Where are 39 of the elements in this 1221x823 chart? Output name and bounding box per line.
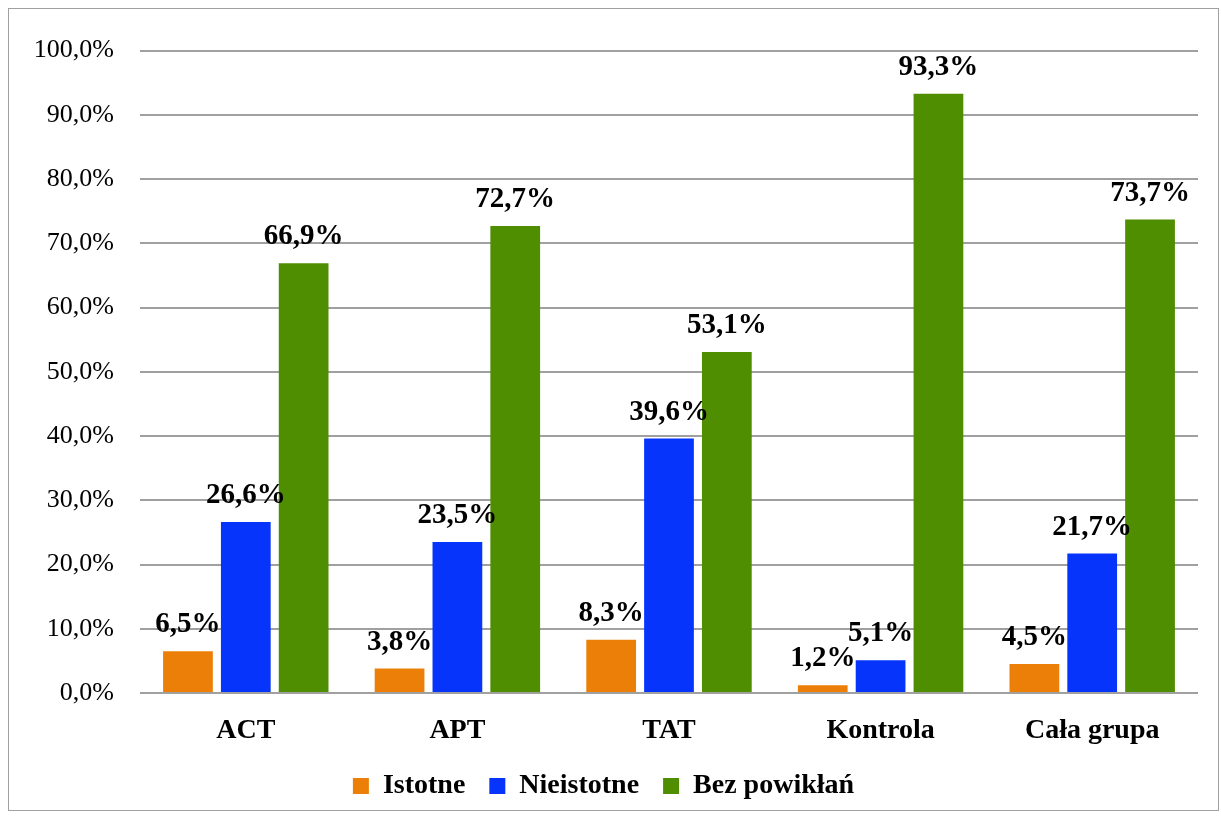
- x-tick-label: APT: [429, 713, 486, 745]
- y-tick-label: 30,0%: [46, 484, 114, 514]
- x-tick-label: TAT: [642, 713, 697, 745]
- data-label: 6,5%: [155, 606, 221, 639]
- y-tick-label: 100,0%: [33, 34, 114, 64]
- y-tick-label: 70,0%: [46, 227, 114, 257]
- x-tick-label: Kontrola: [826, 713, 935, 745]
- x-tick-label: ACT: [216, 713, 276, 745]
- data-label: 53,1%: [686, 306, 767, 339]
- bar: [913, 93, 964, 692]
- bar: [855, 660, 906, 692]
- y-tick-label: 90,0%: [46, 98, 114, 128]
- legend-label: Bez powikłań: [693, 768, 855, 800]
- data-label: 3,8%: [366, 623, 433, 656]
- data-label: 93,3%: [898, 48, 979, 81]
- data-label: 73,7%: [1110, 174, 1190, 207]
- bar: [586, 639, 637, 692]
- y-tick-label: 50,0%: [46, 355, 114, 385]
- bar: [432, 542, 483, 692]
- legend-label: Istotne: [382, 768, 466, 800]
- bar: [1009, 664, 1060, 692]
- y-tick-label: 20,0%: [46, 548, 114, 578]
- data-label: 72,7%: [475, 180, 556, 213]
- data-label: 66,9%: [263, 218, 344, 251]
- data-label: 8,3%: [578, 594, 644, 627]
- bar: [220, 522, 271, 692]
- y-tick-label: 60,0%: [46, 291, 114, 321]
- y-tick-label: 0,0%: [59, 676, 114, 706]
- data-label: 4,5%: [1001, 619, 1067, 652]
- bar: [163, 651, 213, 692]
- y-tick-label: 10,0%: [46, 612, 114, 642]
- x-tick-label: Cała grupa: [1024, 713, 1160, 745]
- y-tick-label: 80,0%: [46, 162, 114, 192]
- bar: [644, 438, 694, 692]
- bar: [797, 685, 848, 692]
- y-tick-label: 40,0%: [46, 419, 114, 449]
- legend-label: Nieistotne: [519, 768, 640, 800]
- bar: [1067, 553, 1118, 692]
- bar: [374, 668, 425, 692]
